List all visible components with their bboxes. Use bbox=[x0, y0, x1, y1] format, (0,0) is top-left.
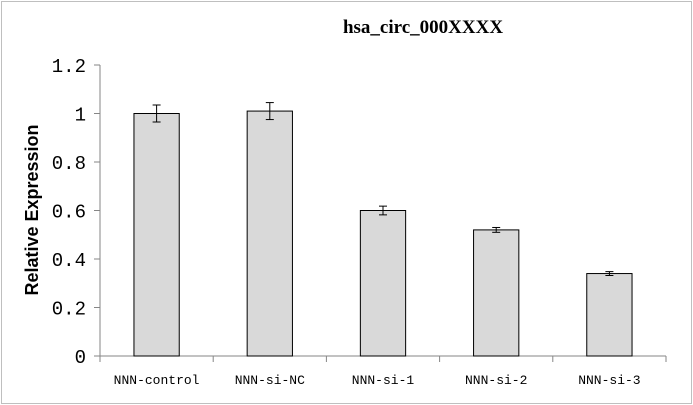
x-tick-label: NNN-si-2 bbox=[465, 373, 527, 388]
chart-title: hsa_circ_000XXXX bbox=[343, 17, 503, 38]
bar bbox=[359, 210, 407, 357]
bar bbox=[473, 229, 520, 357]
y-tick-label: 0.4 bbox=[52, 250, 86, 272]
y-axis-label: Relative Expression bbox=[22, 124, 42, 295]
y-tick-label: 1 bbox=[75, 105, 86, 127]
y-tick-label: 1.2 bbox=[52, 56, 86, 78]
x-tick-label: NNN-control bbox=[114, 373, 200, 388]
bar bbox=[586, 273, 633, 357]
x-tick-label: NNN-si-1 bbox=[352, 373, 415, 388]
y-tick-label: 0.2 bbox=[52, 299, 86, 321]
bar bbox=[246, 110, 293, 357]
x-tick-label: NNN-si-3 bbox=[578, 373, 640, 388]
tick-labels: 0 0.2 0.4 0.6 0.8 1 1.2 NNN-control NNN-si-NC NNN… bbox=[52, 56, 641, 388]
y-tick-label: 0 bbox=[75, 347, 86, 369]
x-tick-label: NNN-si-NC bbox=[235, 373, 305, 388]
bar bbox=[133, 113, 180, 357]
y-tick-label: 0.8 bbox=[52, 153, 86, 175]
y-tick-label: 0.6 bbox=[52, 202, 86, 224]
bars bbox=[133, 102, 633, 357]
